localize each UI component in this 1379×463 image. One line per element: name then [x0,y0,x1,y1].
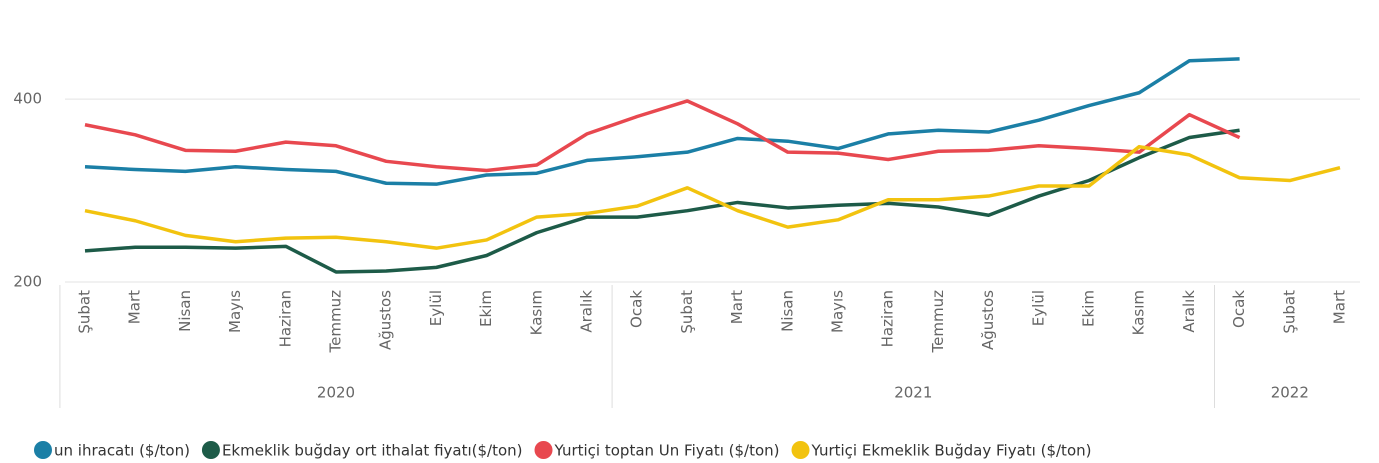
legend-label: Yurtiçi Ekmeklik Buğday Fiyatı ($/ton) [811,442,1092,460]
series-line [84,128,1240,274]
legend-swatch [791,441,810,459]
year-label: 2021 [894,384,932,402]
x-tick-label: Nisan [176,290,194,332]
x-tick-label: Aralık [578,290,596,333]
x-tick-label: Mayıs [829,290,847,333]
legend-label: Ekmeklik buğday ort ithalat fiyatı($/ton… [222,442,523,460]
x-tick-label: Ocak [1230,290,1248,328]
x-tick-label: Kasım [527,290,545,335]
x-tick-label: Temmuz [929,290,947,354]
legend-swatch [34,441,52,459]
x-tick-label: Mart [1331,290,1349,324]
series-line [84,99,1241,173]
series-line [84,144,1341,250]
x-tick-label: Mart [728,290,746,324]
x-tick-label: Şubat [1280,290,1298,334]
x-tick-label: Ağustos [979,290,997,350]
x-tick-label: Mayıs [226,290,244,333]
y-tick-label: 200 [13,273,42,291]
x-tick-label: Şubat [76,290,94,334]
year-label: 2020 [317,384,355,402]
x-tick-label: Kasım [1130,290,1148,335]
x-tick-label: Temmuz [327,290,345,354]
year-label: 2022 [1271,384,1309,402]
x-tick-label: Mart [126,290,144,324]
x-tick-label: Eylül [427,290,445,326]
x-tick-label: Ağustos [377,290,395,350]
x-tick-label: Aralık [1180,290,1198,333]
series-line [84,57,1240,186]
legend-swatch [534,441,553,459]
x-tick-label: Haziran [276,290,294,347]
x-tick-label: Nisan [778,290,796,332]
x-tick-label: Haziran [879,290,897,347]
legend-label: Yurtiçi toptan Un Fiyatı ($/ton) [554,442,780,460]
x-tick-label: Eylül [1029,290,1047,326]
y-tick-label: 400 [13,90,42,108]
x-tick-label: Ekim [477,290,495,327]
x-tick-label: Ocak [628,290,646,328]
x-tick-label: Ekim [1080,290,1098,327]
legend-label: un ihracatı ($/ton) [54,442,190,460]
legend-swatch [201,441,220,459]
x-tick-label: Şubat [678,290,696,334]
